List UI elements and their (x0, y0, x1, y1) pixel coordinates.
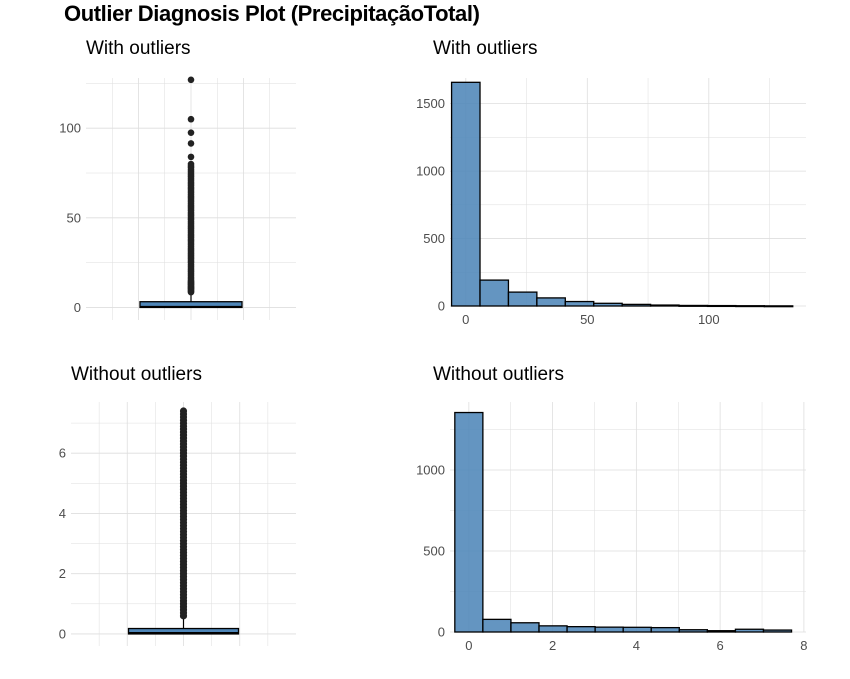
histogram-with-outliers-bar (763, 305, 794, 308)
histogram-with-outliers-bar (735, 305, 765, 308)
histogram-with-outliers-bar (621, 303, 652, 307)
histogram-without-outliers-bar (454, 411, 484, 633)
histogram-without-outliers-bar (510, 622, 540, 633)
boxplot-with-outliers-y-tick-label: 100 (59, 121, 81, 136)
boxplot-with-outliers-y-tick-label: 50 (67, 210, 81, 225)
histogram-without-outliers-y-tick-label: 500 (423, 544, 445, 559)
boxplot-without-outliers-y-tick-label: 2 (59, 566, 66, 581)
boxplot-with-outliers-y-tick-label: 0 (74, 300, 81, 315)
histogram-with-outliers-bar (479, 279, 510, 307)
histogram-without-outliers-bar (762, 629, 793, 633)
boxplot-without-outliers-y-tick-label: 6 (59, 446, 66, 461)
histogram-with-outliers-bar (450, 81, 481, 307)
boxplot-with-outliers-outlier-point (187, 140, 195, 147)
panel-title-boxplot-without-outliers: Without outliers (71, 364, 202, 385)
histogram-without-outliers-y-tick-label: 1000 (416, 463, 445, 478)
boxplot-with-outliers-outlier-point (187, 115, 195, 123)
histogram-without-outliers-bar (706, 630, 737, 633)
histogram-without-outliers-x-tick-label: 4 (633, 638, 640, 653)
histogram-with-outliers-y-tick-label: 1000 (416, 164, 445, 179)
histogram-with-outliers-y-tick-label: 500 (423, 231, 445, 246)
panel-title-histogram-without-outliers: Without outliers (433, 364, 564, 385)
histogram-without-outliers-bar (538, 625, 568, 633)
histogram-with-outliers-bar (564, 300, 595, 307)
histogram-with-outliers-bar (507, 291, 538, 307)
histogram-without-outliers-bar (622, 626, 652, 633)
histogram-with-outliers-bar (678, 304, 709, 307)
boxplot-without-outliers-y-tick-label: 4 (59, 506, 66, 521)
histogram-without-outliers-bar (482, 618, 512, 633)
histogram-without-outliers-x-tick-label: 2 (549, 638, 556, 653)
boxplot-with-outliers-outlier-point (187, 129, 195, 136)
panel-title-histogram-with-outliers: With outliers (433, 38, 538, 59)
boxplot-with-outliers-outlier-point (187, 76, 195, 84)
histogram-without-outliers-y-tick-label: 0 (438, 625, 445, 640)
boxplot-with-outliers-outlier-point (187, 153, 195, 161)
histogram-without-outliers-bar (594, 626, 624, 633)
histogram-without-outliers-bar (678, 629, 709, 633)
chart-title: Outlier Diagnosis Plot (PrecipitaçãoTota… (64, 1, 480, 26)
boxplot-without-outliers-y-tick-label: 0 (59, 626, 66, 641)
histogram-with-outliers-bar (649, 304, 680, 307)
histogram-with-outliers-x-tick-label: 50 (580, 312, 594, 327)
histogram-with-outliers-y-tick-label: 0 (438, 299, 445, 314)
histogram-without-outliers-bar (734, 628, 765, 633)
histogram-without-outliers-x-tick-label: 6 (717, 638, 724, 653)
histogram-without-outliers-bar (650, 626, 680, 633)
histogram-without-outliers-x-tick-label: 8 (800, 638, 807, 653)
histogram-with-outliers-bar (536, 297, 566, 307)
histogram-without-outliers-bar (566, 626, 596, 633)
boxplot-without-outliers-outlier-point (179, 407, 188, 415)
histogram-with-outliers-x-tick-label: 0 (462, 312, 469, 327)
histogram-with-outliers-x-tick-label: 100 (698, 312, 720, 327)
histogram-with-outliers-y-tick-label: 1500 (416, 96, 445, 111)
boxplot-with-outliers-outlier-point (187, 160, 195, 168)
panel-title-boxplot-with-outliers: With outliers (86, 38, 191, 59)
histogram-without-outliers-x-tick-label: 0 (465, 638, 472, 653)
histogram-with-outliers-bar (593, 302, 623, 307)
histogram-with-outliers-bar (706, 304, 737, 308)
